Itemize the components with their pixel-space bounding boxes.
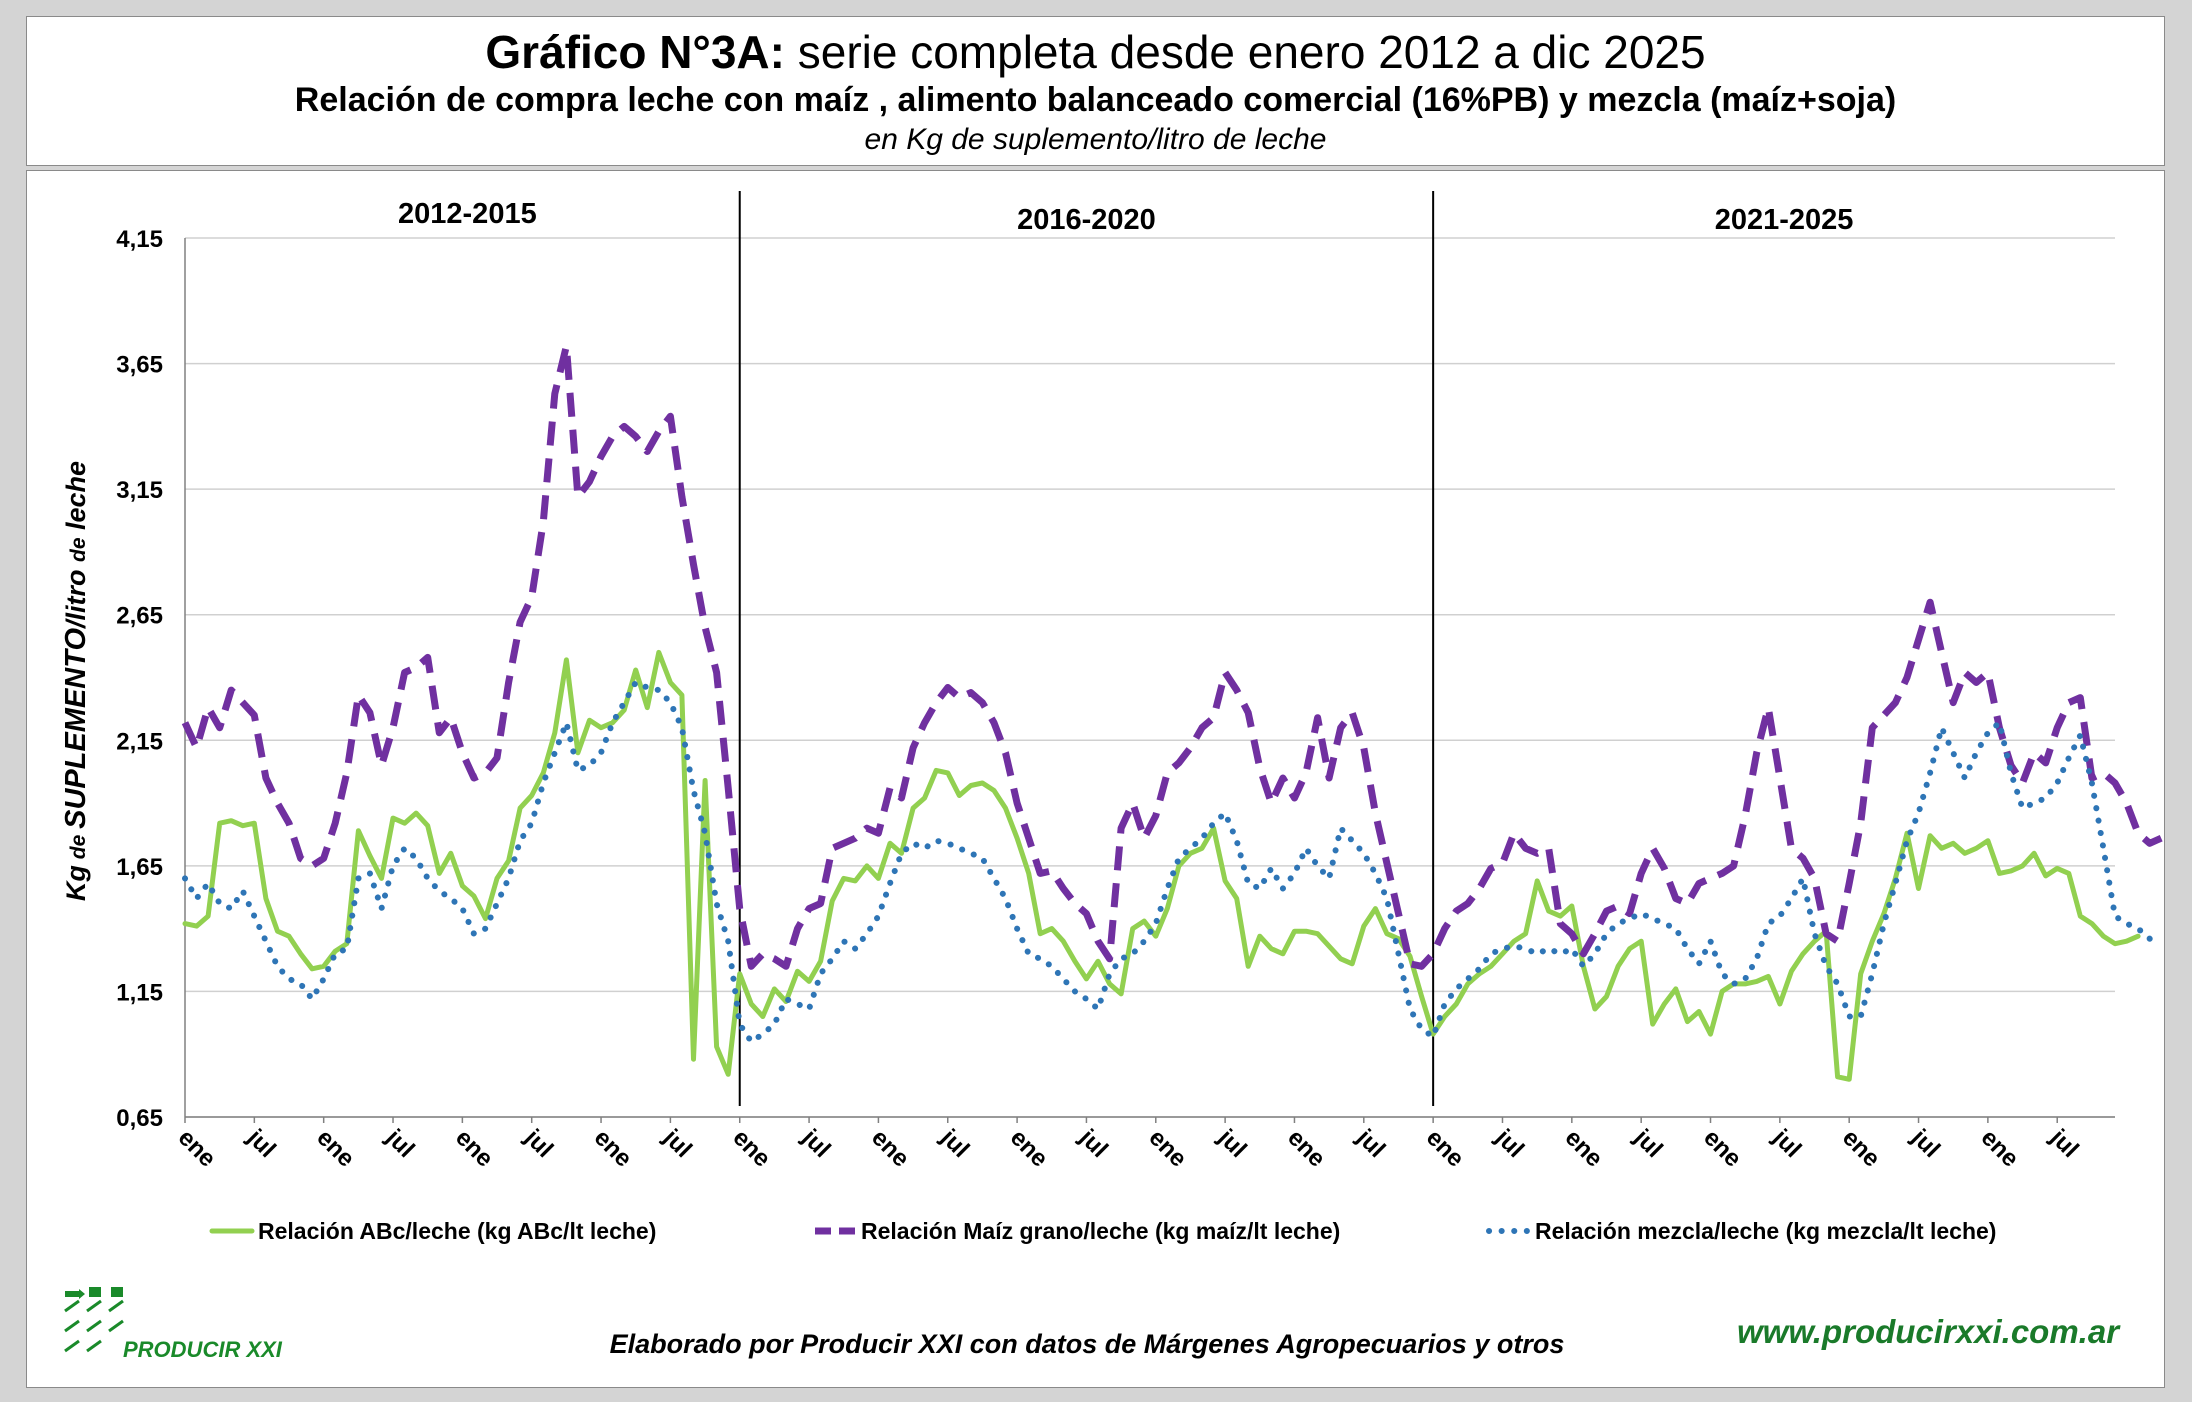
y-tick-label: 0,65 bbox=[116, 1105, 163, 1132]
x-tick-label: jul bbox=[519, 1123, 559, 1163]
period-label: 2016-2020 bbox=[1017, 204, 1156, 236]
y-tick-label: 1,15 bbox=[116, 979, 163, 1006]
x-tick-label: ene bbox=[1282, 1124, 1330, 1172]
line-chart: 4,15 3,65 3,15 2,65 2,15 1,65 1,15 0,65 2012-201… bbox=[60, 191, 2165, 1244]
producir-xxi-logo bbox=[64, 1287, 124, 1353]
x-tick-label: jul bbox=[796, 1123, 836, 1163]
y-axis-label-part: de bbox=[67, 537, 90, 562]
y-axis-label-part: Kg bbox=[61, 865, 91, 901]
x-tick-label: jul bbox=[657, 1123, 697, 1163]
x-tick-label: jul bbox=[1351, 1123, 1391, 1163]
y-tick-label: 4,15 bbox=[116, 226, 163, 253]
legend-label-mezcla: Relación mezcla/leche (kg mezcla/lt lech… bbox=[1535, 1218, 1996, 1244]
legend-label-maiz: Relación Maíz grano/leche (kg maíz/lt le… bbox=[861, 1218, 1340, 1244]
period-label: 2012-2015 bbox=[398, 198, 537, 230]
logo-text: PRODUCIR XXI bbox=[123, 1337, 282, 1362]
logo-arrows-icon bbox=[64, 1287, 124, 1353]
x-tick-label: ene bbox=[1421, 1124, 1469, 1172]
y-axis-label: Kg de SUPLEMENTO/litro de leche bbox=[60, 461, 92, 901]
x-tick-label: jul bbox=[1906, 1123, 1946, 1163]
footer-url[interactable]: www.producirxxi.com.ar bbox=[1737, 1313, 2120, 1350]
y-tick-label: 3,65 bbox=[116, 352, 163, 379]
chart-title-text: serie completa desde enero 2012 a dic 20… bbox=[784, 26, 1706, 78]
legend-label-abc: Relación ABc/leche (kg ABc/lt leche) bbox=[258, 1218, 656, 1244]
chart-area: 4,15 3,65 3,15 2,65 2,15 1,65 1,15 0,65 2012-201… bbox=[26, 170, 2165, 1388]
x-tick-label: jul bbox=[1767, 1123, 1807, 1163]
y-axis-label-part: /litro bbox=[61, 562, 91, 629]
y-tick-label: 1,65 bbox=[116, 854, 163, 881]
chart-units: en Kg de suplemento/litro de leche bbox=[864, 123, 1327, 156]
x-tick-label: ene bbox=[1005, 1124, 1053, 1172]
x-tick-label: ene bbox=[1144, 1124, 1192, 1172]
x-tick-label: ene bbox=[866, 1124, 914, 1172]
x-tick-label: jul bbox=[1628, 1123, 1668, 1163]
x-tick-label: ene bbox=[1837, 1124, 1885, 1172]
x-tick-label: jul bbox=[935, 1123, 975, 1163]
x-tick-label: jul bbox=[380, 1123, 420, 1163]
x-tick-label: jul bbox=[2044, 1123, 2084, 1163]
x-tick-label: ene bbox=[450, 1124, 498, 1172]
footer-credit: Elaborado por Producir XXI con datos de … bbox=[609, 1329, 1565, 1359]
x-tick-label: jul bbox=[241, 1123, 281, 1163]
x-tick-label: ene bbox=[311, 1124, 359, 1172]
x-tick-label: jul bbox=[1073, 1123, 1113, 1163]
x-tick-label: ene bbox=[727, 1124, 775, 1172]
period-label: 2021-2025 bbox=[1715, 204, 1854, 236]
y-axis-label-part: SUPLEMENTO bbox=[60, 628, 92, 829]
series-line-abc bbox=[182, 649, 2141, 1082]
y-axis-label-part: leche bbox=[61, 461, 91, 538]
y-axis-label-part: de bbox=[67, 829, 90, 865]
x-tick-label: ene bbox=[589, 1124, 637, 1172]
x-tick-label: ene bbox=[173, 1124, 221, 1172]
chart-subtitle: Relación de compra leche con maíz , alim… bbox=[294, 81, 1897, 119]
y-tick-label: 2,65 bbox=[116, 603, 163, 630]
series-line-maiz bbox=[181, 342, 2163, 970]
x-tick-label: ene bbox=[1976, 1124, 2024, 1172]
y-tick-label: 2,15 bbox=[116, 728, 163, 755]
series-line-mezcla bbox=[182, 679, 2165, 1045]
x-tick-label: ene bbox=[1698, 1124, 1746, 1172]
x-tick-label: jul bbox=[1212, 1123, 1252, 1163]
x-tick-label: jul bbox=[1490, 1123, 1530, 1163]
x-tick-label: ene bbox=[1560, 1124, 1608, 1172]
chart-title-number: Gráfico N°3A: bbox=[485, 26, 785, 78]
chart-title: Gráfico N°3A: serie completa desde enero… bbox=[27, 25, 2164, 79]
y-tick-label: 3,15 bbox=[116, 477, 163, 504]
title-box: Gráfico N°3A: serie completa desde enero… bbox=[26, 16, 2165, 166]
